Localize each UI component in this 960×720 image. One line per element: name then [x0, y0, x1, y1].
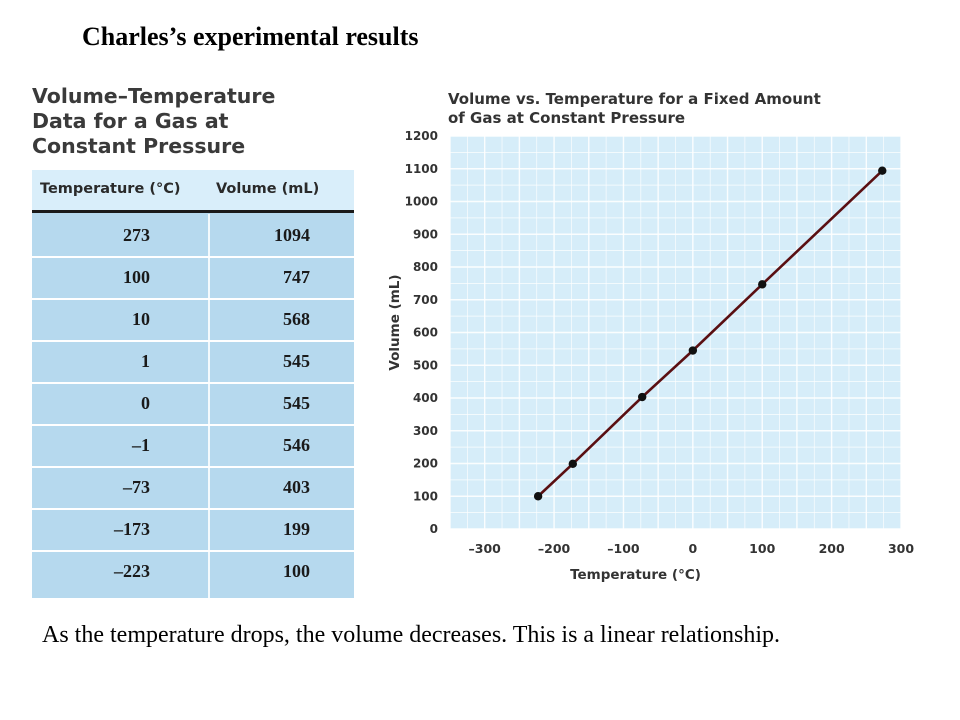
data-point — [637, 392, 647, 402]
data-point — [758, 280, 767, 289]
y-tick-label: 200 — [413, 457, 438, 471]
temperature-cell: 273 — [123, 225, 150, 245]
table-row: 273 1094 — [32, 214, 354, 258]
y-tick-label: 700 — [413, 293, 438, 307]
temperature-cell: –223 — [114, 561, 150, 581]
y-tick-label: 0 — [430, 522, 438, 536]
data-point — [568, 459, 578, 469]
chart-title-line: Volume vs. Temperature for a Fixed Amoun… — [448, 90, 821, 108]
x-axis-label: Temperature (°C) — [570, 567, 701, 583]
volume-cell: 545 — [283, 393, 310, 413]
column-header-temperature: Temperature (°C) — [40, 181, 181, 197]
table-row: –173 199 — [32, 508, 354, 552]
chart-title-line: of Gas at Constant Pressure — [448, 109, 685, 127]
x-tick-label: 0 — [688, 541, 697, 556]
table-row: –73 403 — [32, 466, 354, 510]
y-tick-label: 300 — [413, 424, 438, 438]
data-point — [688, 346, 698, 355]
y-tick-label: 1200 — [405, 129, 438, 143]
temperature-cell: –173 — [114, 519, 150, 539]
volume-cell: 546 — [283, 435, 310, 455]
table-title-line: Data for a Gas at — [32, 109, 229, 133]
slide-title: Charles’s experimental results — [82, 22, 419, 51]
volume-cell: 199 — [283, 519, 310, 539]
y-tick-label: 900 — [413, 227, 438, 241]
temperature-cell: –73 — [123, 477, 150, 497]
volume-cell: 1094 — [274, 225, 310, 245]
y-axis-label: Volume (mL) — [387, 274, 403, 370]
x-tick-label: 300 — [888, 541, 914, 556]
y-tick-label: 600 — [413, 326, 438, 340]
volume-cell: 100 — [283, 561, 310, 581]
y-tick-label: 400 — [413, 391, 438, 405]
y-tick-label: 100 — [413, 489, 438, 503]
y-tick-label: 1000 — [405, 195, 438, 209]
temperature-cell: 0 — [141, 393, 150, 413]
table-row: –223 100 — [32, 550, 354, 592]
table-row: 0 545 — [32, 382, 354, 426]
column-header-volume: Volume (mL) — [216, 181, 320, 197]
y-tick-label: 500 — [413, 358, 438, 372]
y-tick-label: 1100 — [405, 162, 438, 176]
volume-cell: 403 — [283, 477, 310, 497]
x-tick-label: 100 — [749, 541, 775, 556]
x-tick-label: –200 — [538, 541, 571, 556]
temperature-cell: 10 — [132, 309, 150, 329]
data-point — [878, 166, 887, 175]
table-row: 100 747 — [32, 256, 354, 300]
temperature-cell: 100 — [123, 267, 150, 287]
column-divider — [208, 214, 210, 598]
volume-cell: 568 — [283, 309, 310, 329]
x-tick-label: –300 — [469, 541, 502, 556]
table-header: Temperature (°C) Volume (mL) — [32, 170, 354, 210]
data-point — [533, 492, 543, 501]
table-title-line: Constant Pressure — [32, 134, 246, 158]
x-tick-label: 200 — [819, 541, 845, 556]
table-row: 1 545 — [32, 340, 354, 384]
y-tick-label: 800 — [413, 260, 438, 274]
caption: As the temperature drops, the volume dec… — [42, 622, 780, 648]
table-row: –1 546 — [32, 424, 354, 468]
x-tick-label: –100 — [607, 541, 640, 556]
series-line — [537, 169, 884, 498]
chart-svg: Volume vs. Temperature for a Fixed Amoun… — [387, 90, 914, 583]
header-rule — [32, 210, 354, 213]
temperature-cell: –1 — [132, 435, 150, 455]
data-table: Temperature (°C) Volume (mL) 273 1094 100 7… — [32, 170, 354, 598]
table-title-line: Volume–Temperature — [32, 84, 276, 108]
chart-container: Volume vs. Temperature for a Fixed Amoun… — [375, 80, 935, 590]
volume-cell: 545 — [283, 351, 310, 371]
table-row: 10 568 — [32, 298, 354, 342]
volume-cell: 747 — [283, 267, 310, 287]
table-title: Volume–Temperature Data for a Gas at Con… — [32, 84, 352, 159]
temperature-cell: 1 — [141, 351, 150, 371]
